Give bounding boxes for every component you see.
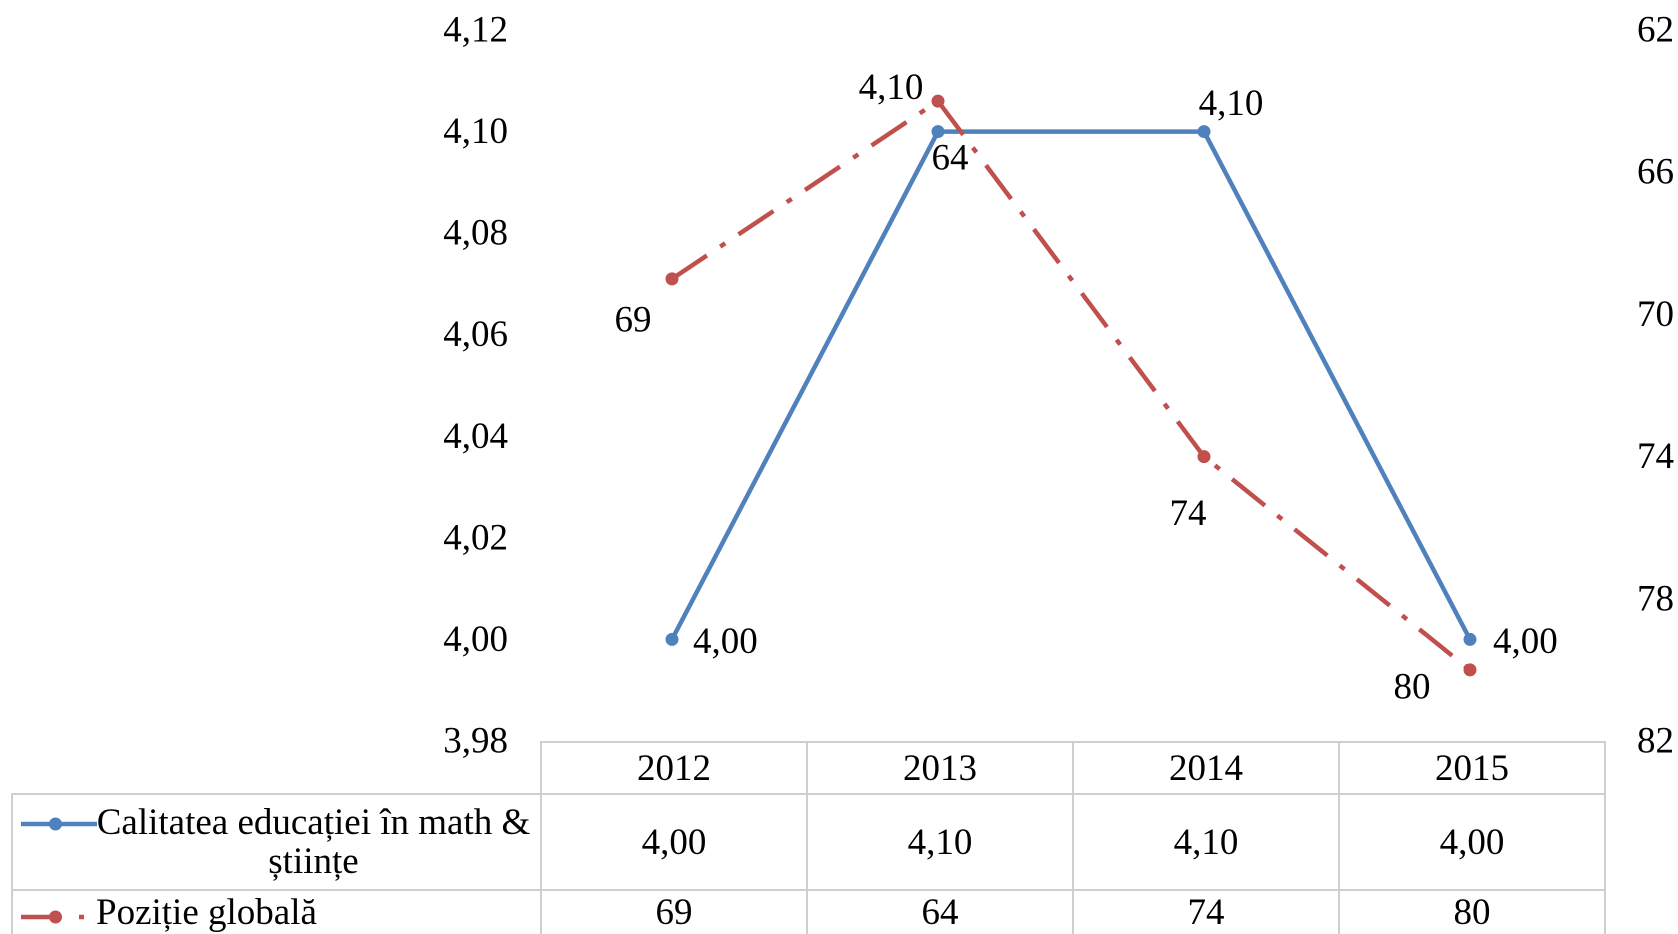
data-label: 64 (932, 138, 969, 179)
legend-row-education-quality: Calitatea educației în math & științe (11, 793, 542, 891)
left-axis-tick-label: 3,98 (443, 721, 508, 762)
left-y-axis: 4,12 4,10 4,08 4,06 4,04 4,02 4,00 3,98 (443, 10, 508, 762)
data-label: 80 (1394, 666, 1431, 707)
right-axis-tick-label: 66 (1637, 152, 1674, 193)
table-cell: 4,10 (1072, 793, 1340, 891)
legend-row-global-position: Poziție globală (11, 889, 542, 934)
left-axis-tick-label: 4,02 (443, 517, 508, 558)
data-label: 4,10 (859, 67, 924, 108)
right-axis-tick-label: 74 (1637, 436, 1674, 477)
left-axis-tick-label: 4,06 (443, 314, 508, 355)
series-2-name: Poziție globală (96, 892, 317, 933)
table-header-cell: 2013 (806, 741, 1074, 795)
right-axis-tick-label: 70 (1637, 294, 1674, 335)
data-label: 4,10 (1199, 83, 1264, 124)
table-cell: 4,00 (1338, 793, 1606, 891)
table-header-cell: 2015 (1338, 741, 1606, 795)
table-cell: 80 (1338, 889, 1606, 934)
legend-key-marker (49, 910, 62, 924)
series-2-data-point (1197, 450, 1211, 464)
series-1-name: Calitatea educației în math & științe (96, 802, 531, 882)
data-label: 69 (615, 299, 652, 340)
series-2-data-point (665, 272, 679, 286)
table-header-cell: 2012 (540, 741, 808, 795)
series-1-data-labels: 4,00 4,10 4,10 4,00 (693, 67, 1558, 662)
data-label: 4,00 (693, 621, 758, 662)
table-header-cell: 2014 (1072, 741, 1340, 795)
data-label: 74 (1170, 493, 1207, 534)
left-axis-tick-label: 4,08 (443, 213, 508, 254)
series-2-data-labels: 69 64 74 80 (615, 138, 1431, 708)
data-label: 4,00 (1493, 621, 1558, 662)
series-1-line (670, 129, 1472, 641)
series-2-line (670, 98, 1472, 672)
series-1 (665, 125, 1477, 646)
left-axis-tick-label: 4,12 (443, 10, 508, 51)
right-axis-tick-label: 82 (1637, 721, 1674, 762)
series-2-data-point (1463, 663, 1477, 677)
series-1-data-point (1197, 125, 1211, 139)
left-axis-tick-label: 4,10 (443, 111, 508, 152)
series-2-data-point (931, 94, 945, 108)
right-axis-tick-label: 62 (1637, 10, 1674, 51)
series-1-data-point (1463, 632, 1477, 646)
right-axis-tick-label: 78 (1637, 578, 1674, 619)
table-cell: 69 (540, 889, 808, 934)
legend-key-marker (49, 817, 62, 831)
series-1-data-point (931, 125, 945, 139)
table-cell: 64 (806, 889, 1074, 934)
right-y-axis: 62 66 70 74 78 82 (1637, 10, 1674, 762)
series-1-legend-key-icon (21, 817, 97, 831)
table-cell: 4,10 (806, 793, 1074, 891)
table-cell: 74 (1072, 889, 1340, 934)
series-2-legend-key-icon (21, 910, 87, 924)
series-2 (665, 94, 1477, 677)
table-cell: 4,00 (540, 793, 808, 891)
left-axis-tick-label: 4,00 (443, 619, 508, 660)
series-1-data-point (665, 632, 679, 646)
left-axis-tick-label: 4,04 (443, 416, 508, 457)
